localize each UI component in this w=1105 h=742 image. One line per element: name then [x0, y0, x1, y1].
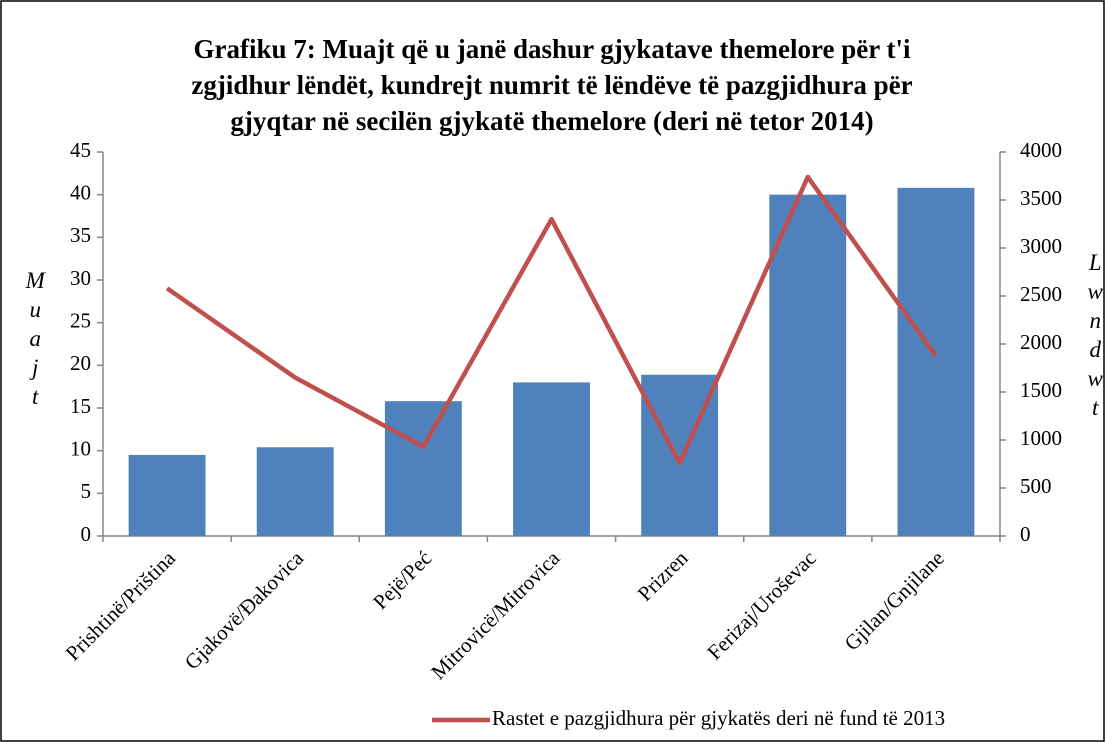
y-tick-label: 30: [70, 266, 91, 290]
bar: [384, 401, 462, 536]
y2-tick-label: 2500: [1020, 282, 1062, 306]
bar: [513, 382, 590, 536]
y2-tick-label: 1500: [1020, 378, 1062, 402]
y-tick-label: 10: [70, 436, 91, 460]
chart-title: zgjidhur lëndët, kundrejt numrit të lënd…: [191, 70, 912, 100]
y-tick-label: 20: [70, 351, 91, 375]
y-tick-label: 45: [70, 138, 91, 162]
y2-tick-label: 3500: [1020, 186, 1062, 210]
bar: [769, 194, 847, 536]
bar: [897, 187, 975, 536]
y2-tick-label: 3000: [1020, 234, 1062, 258]
y2-tick-label: 4000: [1020, 138, 1062, 162]
y-tick-label: 15: [70, 394, 91, 418]
y-tick-label: 5: [81, 479, 92, 503]
bar: [128, 454, 206, 536]
y-tick-label: 25: [70, 308, 91, 332]
y-axis-label: Muajt: [23, 268, 48, 413]
y2-tick-label: 2000: [1020, 330, 1062, 354]
y2-axis-label: Lwndwt: [1083, 250, 1105, 424]
chart-title: Grafiku 7: Muajt që u janë dashur gjykat…: [194, 34, 911, 64]
y-tick-label: 0: [81, 522, 92, 546]
bar: [256, 447, 334, 536]
chart-title: gjyqtar në secilën gjykatë themelore (de…: [230, 106, 873, 136]
y2-tick-label: 1000: [1020, 426, 1062, 450]
line: [165, 174, 938, 466]
y2-tick-label: 0: [1020, 522, 1031, 546]
y-tick-label: 35: [70, 223, 91, 247]
y-tick-label: 40: [70, 180, 91, 204]
legend-label: Rastet e pazgjidhura për gjykatës deri n…: [492, 706, 945, 730]
y2-tick-label: 500: [1020, 474, 1052, 498]
